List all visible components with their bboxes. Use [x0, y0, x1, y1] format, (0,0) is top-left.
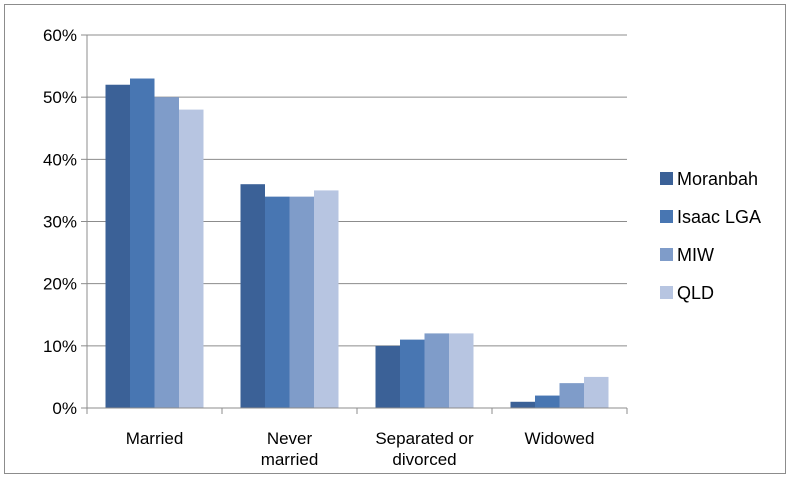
legend-swatch [660, 172, 673, 185]
x-axis-category-label-line: Never [267, 429, 313, 448]
bar-qld [314, 190, 339, 408]
bar-moranbah [105, 84, 130, 408]
bar-moranbah [510, 401, 535, 408]
legend-swatch [660, 248, 673, 261]
bar-miw [289, 196, 314, 408]
y-axis-tick-label: 40% [43, 150, 77, 169]
legend-swatch [660, 210, 673, 223]
bar-miw [154, 97, 179, 409]
y-axis-tick-label: 0% [52, 399, 77, 418]
bar-miw [559, 383, 584, 408]
y-axis-tick-label: 10% [43, 337, 77, 356]
bar-isaac-lga [265, 196, 290, 408]
x-axis-category-label: Separated or divorced [375, 429, 474, 469]
y-axis-tick-labels: 0% 10% 20% 30% 40% 50% 60% [43, 26, 77, 418]
x-axis-category-label-line: married [261, 450, 319, 469]
legend-swatch [660, 286, 673, 299]
y-axis-tick-label: 30% [43, 213, 77, 232]
x-axis-category-label: Widowed [525, 429, 595, 448]
bar-isaac-lga [130, 78, 155, 409]
legend-label: MIW [677, 245, 714, 265]
bar-qld [449, 333, 474, 408]
x-axis-category-label-line: Married [126, 429, 184, 448]
x-axis-category-label: Never married [261, 429, 319, 469]
bar-qld [584, 376, 609, 408]
y-axis-tick-label: 60% [43, 26, 77, 45]
bar-isaac-lga [400, 339, 425, 408]
x-axis-category-labels: Married Never married Separated or divorced W… [126, 429, 595, 469]
y-axis-tick-label: 20% [43, 275, 77, 294]
bars [105, 78, 609, 409]
x-axis-category-label: Married [126, 429, 184, 448]
bar-moranbah [240, 184, 265, 408]
bar-qld [179, 109, 204, 408]
bar-isaac-lga [535, 395, 560, 408]
legend-label: Isaac LGA [677, 207, 761, 227]
bar-miw [424, 333, 449, 408]
legend-label: QLD [677, 283, 714, 303]
y-axis-tick-label: 50% [43, 88, 77, 107]
axes [81, 34, 628, 414]
legend-label: Moranbah [677, 169, 758, 189]
x-axis-category-label-line: divorced [392, 450, 456, 469]
x-axis-category-label-line: Separated or [375, 429, 474, 448]
x-axis-category-label-line: Widowed [525, 429, 595, 448]
bar-moranbah [375, 345, 400, 408]
legend: Moranbah Isaac LGA MIW QLD [660, 169, 761, 303]
